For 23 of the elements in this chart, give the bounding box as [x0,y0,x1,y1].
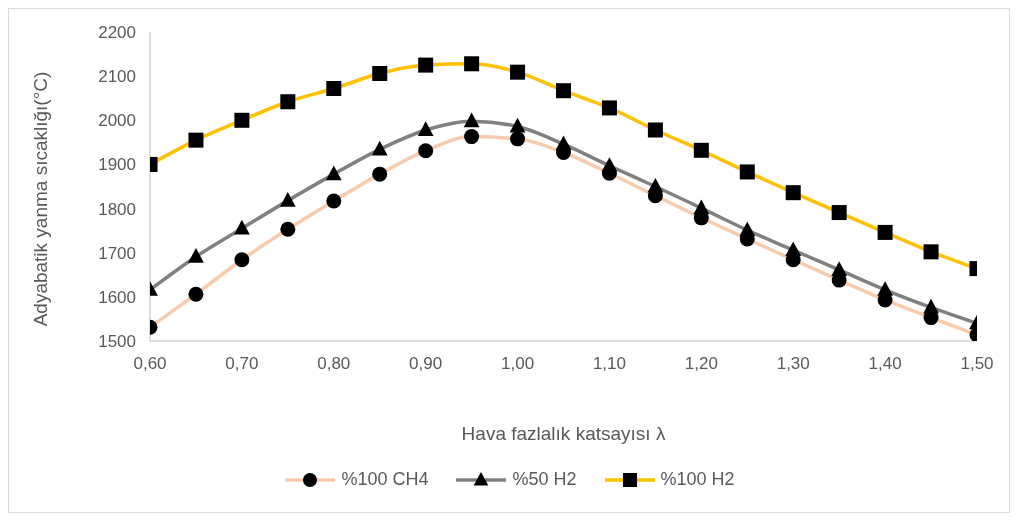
y-tick-label: 2000 [98,111,136,131]
y-tick-label: 1900 [98,155,136,175]
x-tick-label: 1,40 [868,354,902,374]
legend-label: %100 H2 [660,469,735,490]
x-tick-label: 1,20 [684,354,718,374]
x-tick-label: 0,90 [409,354,443,374]
y-tick-label: 1600 [98,287,136,307]
legend-label: %100 CH4 [341,469,429,490]
y-tick-label: 2100 [98,67,136,87]
x-tick-label: 0,60 [133,354,167,374]
y-tick-label: 1800 [98,199,136,219]
y-tick-label: 1500 [98,332,136,352]
x-tick-label: 1,10 [592,354,626,374]
legend-label: %50 H2 [512,469,577,490]
x-tick-label: 1,00 [501,354,535,374]
x-tick-label: 1,50 [960,354,994,374]
y-axis-title: Adyabatik yanma sıcaklığı(°C) [30,71,52,327]
y-tick-label: 2200 [98,23,136,43]
x-tick-label: 1,30 [776,354,810,374]
x-tick-label: 0,80 [317,354,351,374]
x-axis-title: Hava fazlalık katsayısı λ [460,423,667,445]
x-tick-label: 0,70 [225,354,259,374]
y-tick-label: 1700 [98,243,136,263]
